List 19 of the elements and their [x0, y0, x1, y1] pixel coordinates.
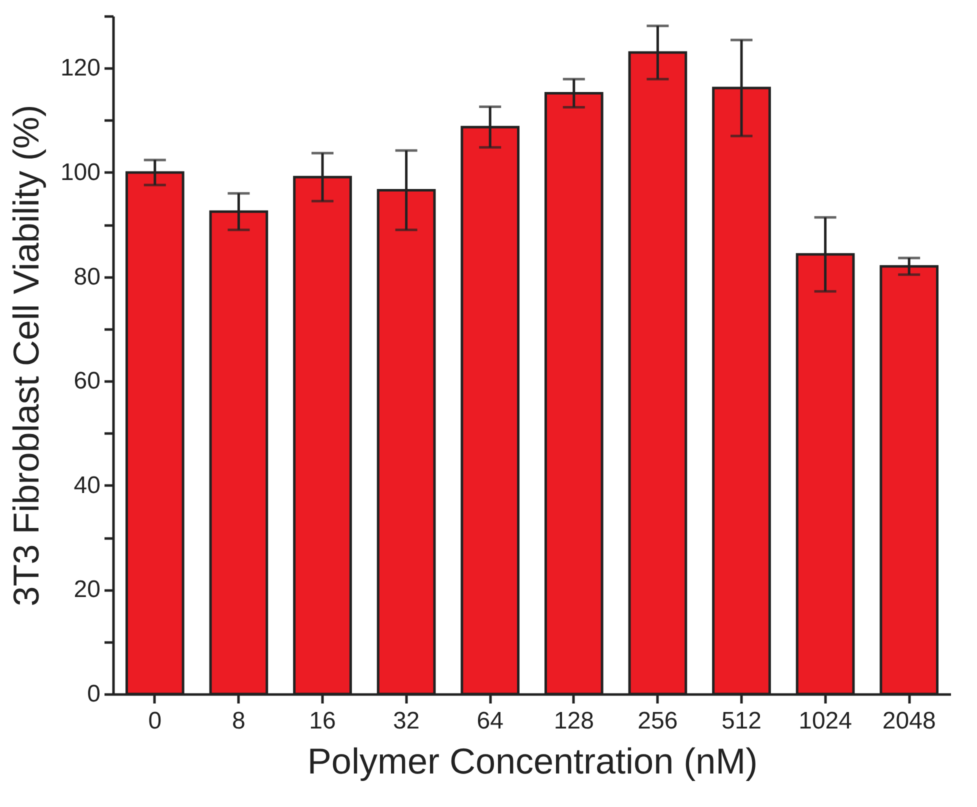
y-tick-label: 60	[74, 368, 100, 395]
x-tick-label: 0	[148, 708, 162, 734]
x-tick-label: 128	[554, 708, 594, 734]
x-tick-label: 64	[476, 708, 504, 734]
x-tick-label: 8	[232, 708, 246, 734]
y-tick-label: 80	[74, 263, 100, 290]
y-tick-label: 40	[74, 472, 100, 499]
x-tick-label: 2048	[882, 708, 936, 734]
x-tick-label: 16	[309, 708, 336, 734]
x-tick-label: 512	[721, 708, 762, 734]
x-tick-label: 256	[638, 708, 678, 734]
y-tick-label: 120	[60, 54, 100, 82]
y-tick-label: 0	[87, 680, 100, 708]
y-axis-title: 3T3 Fibroblast Cell Viability (%)	[5, 104, 46, 606]
y-tick-label: 20	[74, 576, 100, 604]
x-axis-title: Polymer Concentration (nM)	[307, 740, 758, 782]
x-tick-label: 1024	[798, 708, 852, 734]
x-tick-label: 32	[392, 708, 420, 734]
y-tick-label: 100	[60, 158, 100, 186]
